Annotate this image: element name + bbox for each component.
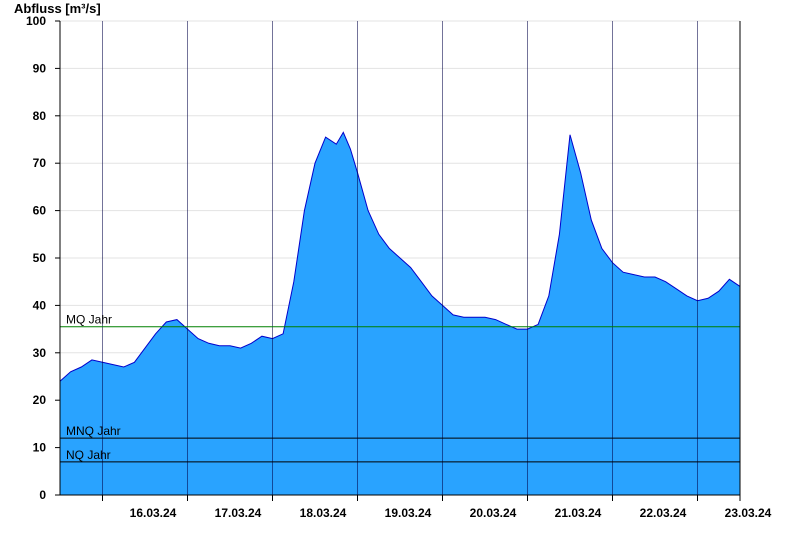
y-tick-label: 100 — [26, 14, 46, 28]
reference-line-label: NQ Jahr — [66, 448, 111, 462]
x-tick-label: 19.03.24 — [385, 506, 432, 520]
x-tick-label: 18.03.24 — [300, 506, 347, 520]
reference-line-label: MQ Jahr — [66, 313, 112, 327]
x-tick-label: 20.03.24 — [470, 506, 517, 520]
discharge-line — [59, 131, 741, 382]
reference-line-label: MNQ Jahr — [66, 424, 121, 438]
y-axis-label: Abfluss [m³/s] — [14, 1, 101, 16]
y-tick-label: 0 — [39, 488, 46, 502]
y-tick-label: 70 — [33, 156, 47, 170]
x-tick-label: 23.03.24 — [725, 506, 772, 520]
discharge-area — [60, 132, 740, 495]
y-tick-label: 10 — [33, 441, 47, 455]
y-tick-label: 40 — [33, 298, 47, 312]
x-tick-label: 22.03.24 — [640, 506, 687, 520]
y-tick-label: 20 — [33, 393, 47, 407]
x-tick-label: 16.03.24 — [130, 506, 177, 520]
y-tick-label: 80 — [33, 109, 47, 123]
y-tick-label: 50 — [33, 251, 47, 265]
y-tick-label: 60 — [33, 204, 47, 218]
x-tick-label: 21.03.24 — [555, 506, 602, 520]
x-tick-label: 17.03.24 — [215, 506, 262, 520]
y-tick-label: 90 — [33, 61, 47, 75]
y-tick-label: 30 — [33, 346, 47, 360]
